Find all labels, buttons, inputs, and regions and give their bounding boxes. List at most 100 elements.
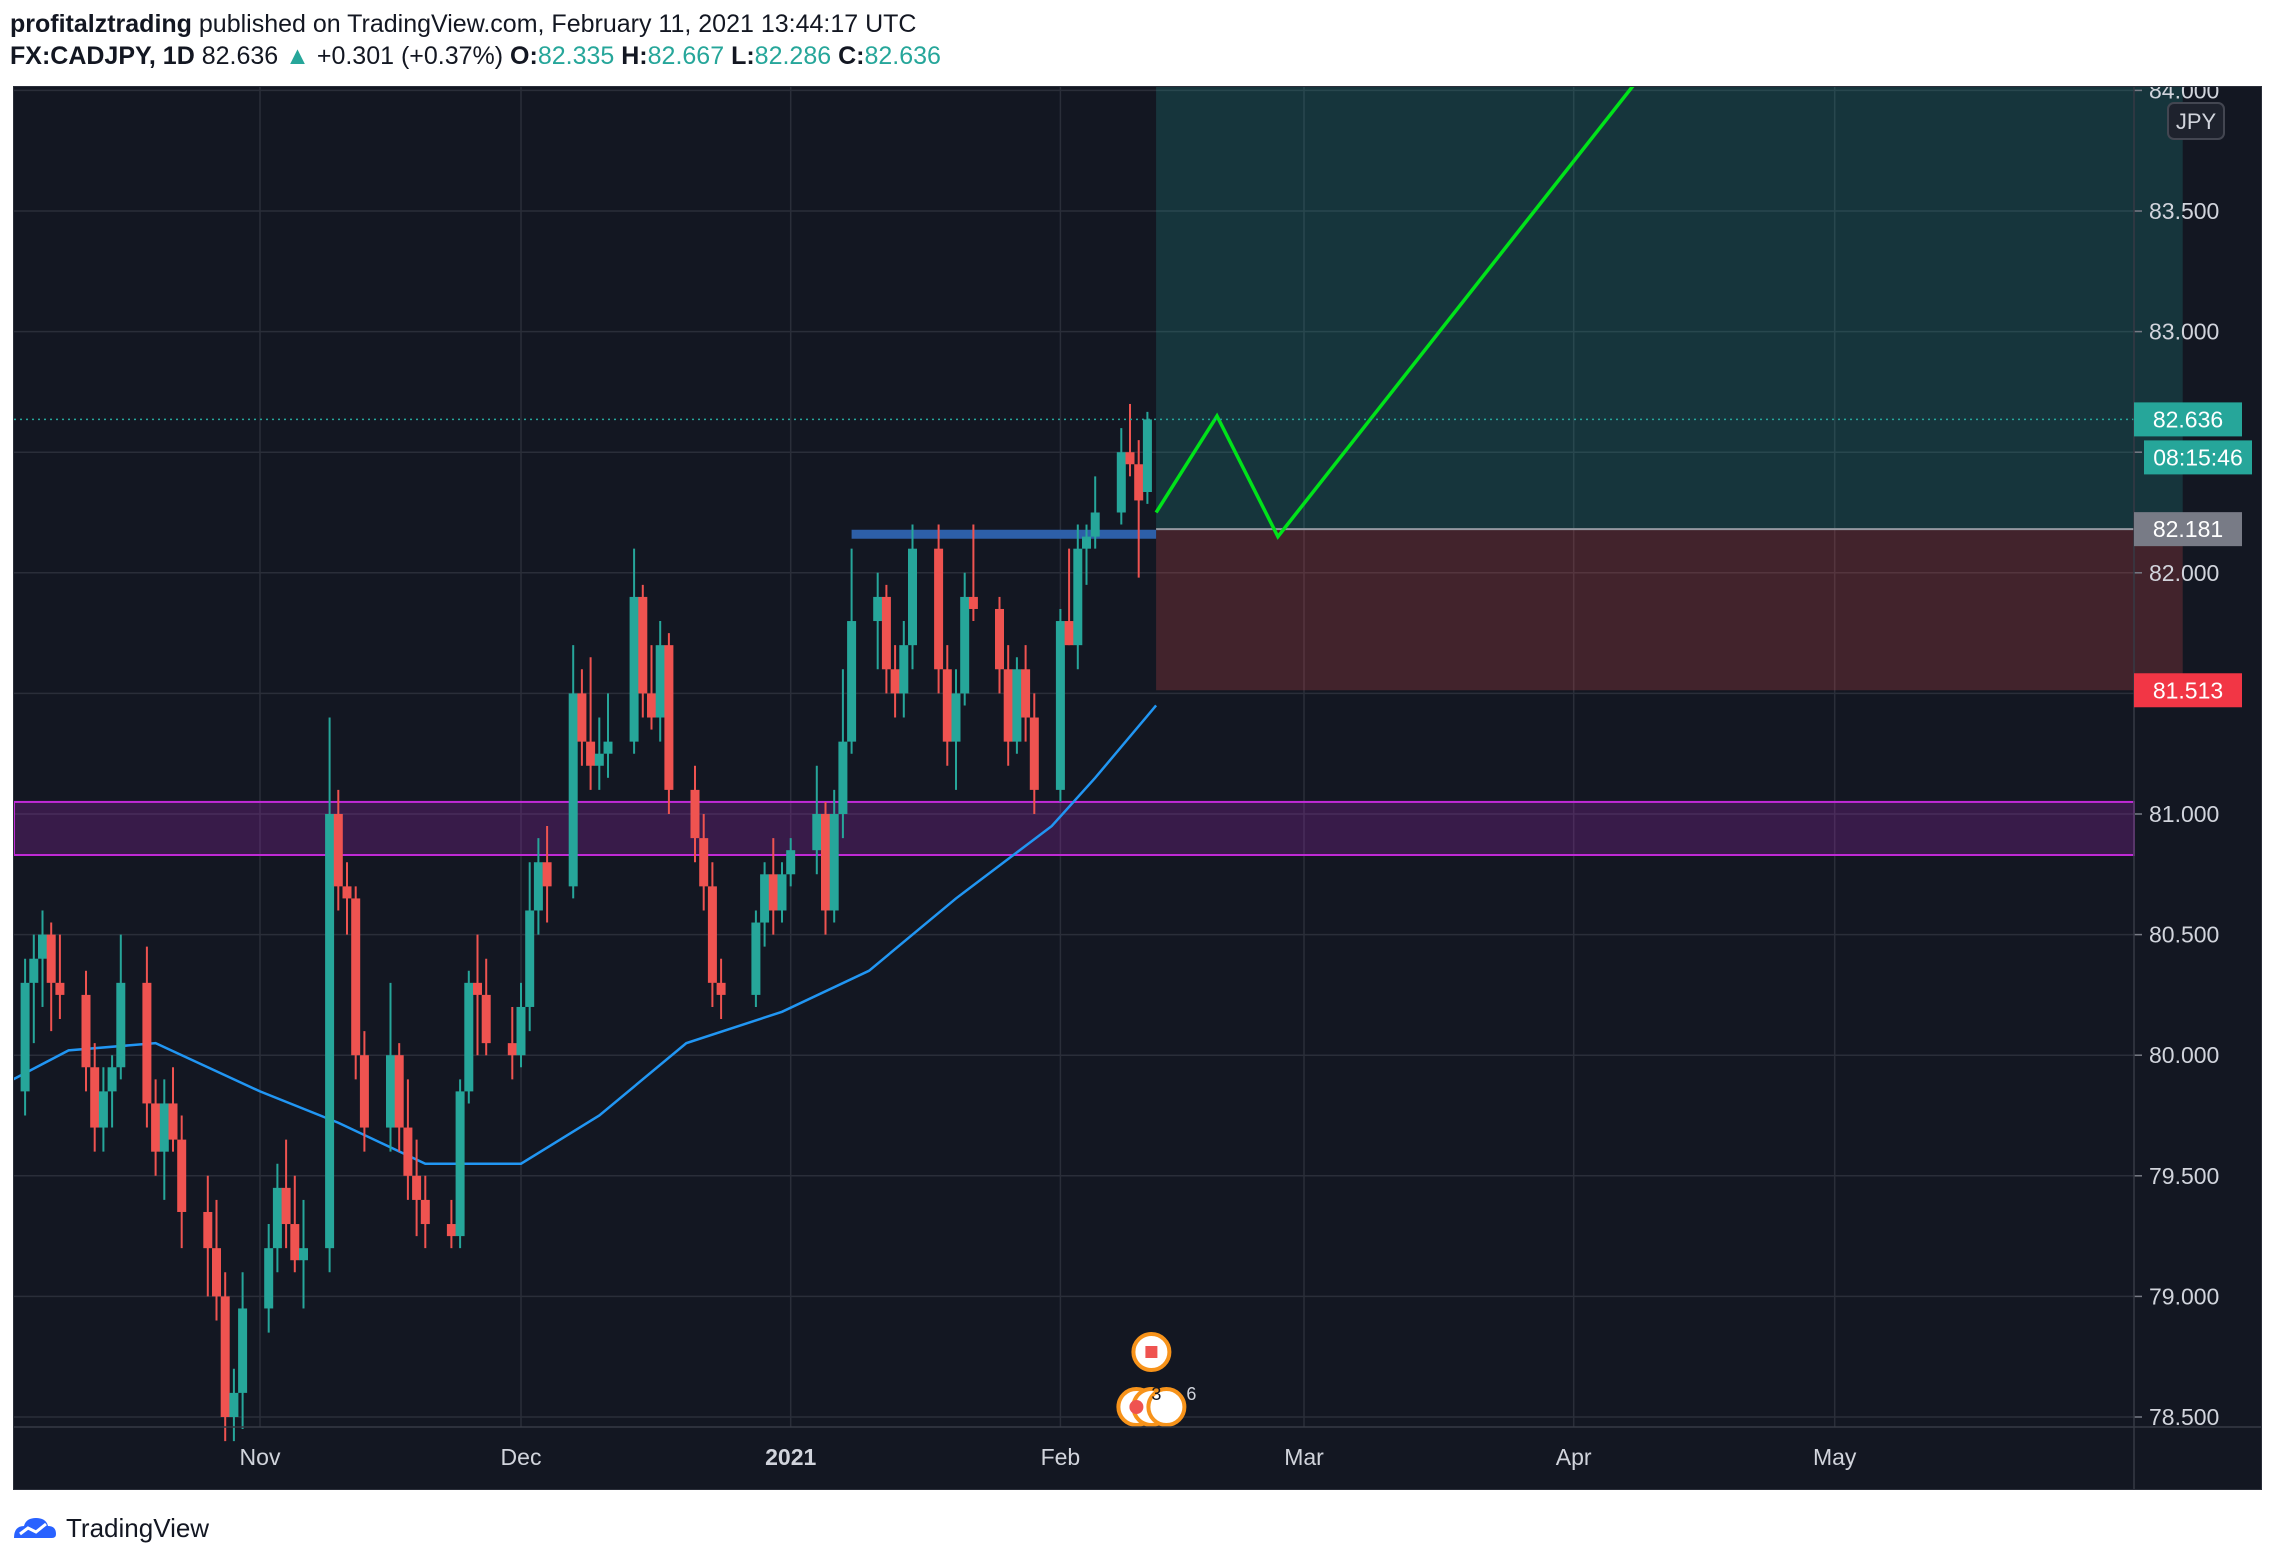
event-count-1: 3 [1151, 1384, 1161, 1404]
candle-body [46, 934, 56, 983]
candle-body [594, 753, 604, 766]
candle [272, 1163, 282, 1273]
candle-body [533, 862, 543, 911]
candle-body [455, 1091, 465, 1237]
candle-body [272, 1187, 282, 1249]
candle [151, 1079, 161, 1176]
candle [359, 1031, 369, 1152]
candle [168, 1067, 178, 1152]
candle [473, 934, 482, 1056]
candle [629, 548, 639, 754]
candle-body [1142, 419, 1152, 492]
candle-body [899, 645, 909, 694]
candle [412, 1139, 422, 1237]
candle-body [281, 1187, 291, 1225]
candle-body [238, 1308, 248, 1393]
candle [107, 1055, 117, 1128]
candle [98, 1067, 108, 1152]
time-tick-label: Nov [240, 1444, 281, 1470]
candle [299, 1199, 308, 1309]
candle-body [586, 741, 596, 766]
price-tick-label: 83.000 [2149, 319, 2219, 345]
candle [238, 1272, 248, 1430]
candle-body [481, 994, 491, 1044]
japan-flag-dot [1129, 1400, 1144, 1414]
ohlc-line: FX:CADJPY, 1D 82.636 ▲ +0.301 (+0.37%) O… [10, 40, 2260, 72]
candle-body [38, 934, 47, 959]
candle-body [664, 645, 674, 790]
candle-body [1012, 669, 1022, 742]
candle [333, 789, 343, 911]
time-tick-label: 2021 [765, 1444, 816, 1470]
candle [533, 838, 543, 935]
candle [890, 645, 900, 718]
candle-body [1073, 548, 1083, 646]
candle-body [264, 1248, 274, 1309]
price-tick-label: 83.500 [2149, 198, 2219, 224]
candle-body [786, 850, 796, 875]
stop-price-tag: 81.513 [2134, 673, 2242, 708]
publish-line: profitalztrading published on TradingVie… [10, 8, 2260, 40]
price-axis[interactable]: JPY 78.500 79.000 79.500 80.000 80.500 81.000… [2133, 87, 2252, 1489]
candle [995, 596, 1004, 694]
candle [446, 1199, 456, 1249]
symbol-label[interactable]: FX:CADJPY, 1D [10, 42, 195, 70]
candle [55, 934, 65, 1020]
candle [1012, 657, 1022, 754]
countdown-tag: 08:15:46 [2144, 440, 2252, 475]
candle-body [1116, 452, 1126, 513]
time-tick-label: May [1813, 1444, 1857, 1470]
projection-path [1154, 87, 1635, 540]
candle-body [351, 898, 361, 1056]
candle-body [699, 838, 709, 887]
candle [716, 958, 726, 1020]
candle-body [177, 1139, 187, 1212]
candle [46, 922, 56, 1032]
time-tick-label: Mar [1284, 1444, 1324, 1470]
price-tick-label: 80.500 [2149, 922, 2219, 948]
candle-body [159, 1103, 169, 1152]
candle [1125, 403, 1135, 477]
candle-body [1090, 512, 1100, 537]
candle [394, 1043, 404, 1152]
high-label: H: [621, 42, 648, 70]
candle [386, 982, 395, 1152]
candle [951, 669, 961, 790]
candle-body [168, 1103, 178, 1140]
maple-leaf-mark [1145, 1346, 1158, 1358]
candle [142, 946, 152, 1128]
currency-badge[interactable]: JPY [2167, 102, 2225, 140]
footer-brand[interactable]: TradingView [66, 1512, 210, 1543]
close-label: C: [838, 42, 865, 70]
candle [847, 548, 857, 754]
candle [586, 657, 596, 790]
close-value: 82.636 [864, 42, 941, 70]
candle-body [716, 982, 726, 995]
candle [420, 1175, 430, 1249]
candle [1134, 440, 1144, 578]
candle-body [751, 922, 761, 995]
footer: TradingView [12, 1508, 209, 1548]
candle-body [229, 1392, 239, 1417]
candle-body [107, 1067, 117, 1092]
candle-body [890, 669, 900, 694]
candle-body [777, 874, 787, 911]
candle [516, 982, 526, 1068]
candle [873, 572, 883, 670]
last-price: 82.636 [201, 42, 279, 70]
candle [664, 633, 674, 814]
author-name[interactable]: profitalztrading [10, 10, 192, 38]
candle [90, 1043, 100, 1152]
projection-arrow[interactable] [1154, 87, 1835, 540]
time-axis[interactable]: Nov Dec 2021 Feb Mar Apr May [14, 1426, 2261, 1470]
candle-body [1134, 464, 1144, 501]
candle [525, 862, 535, 1032]
candle [751, 910, 761, 1007]
moving-average [14, 704, 1158, 1165]
time-tick-label: Feb [1041, 1444, 1081, 1470]
candle [568, 645, 578, 899]
tradingview-logo-icon[interactable] [12, 1514, 58, 1542]
